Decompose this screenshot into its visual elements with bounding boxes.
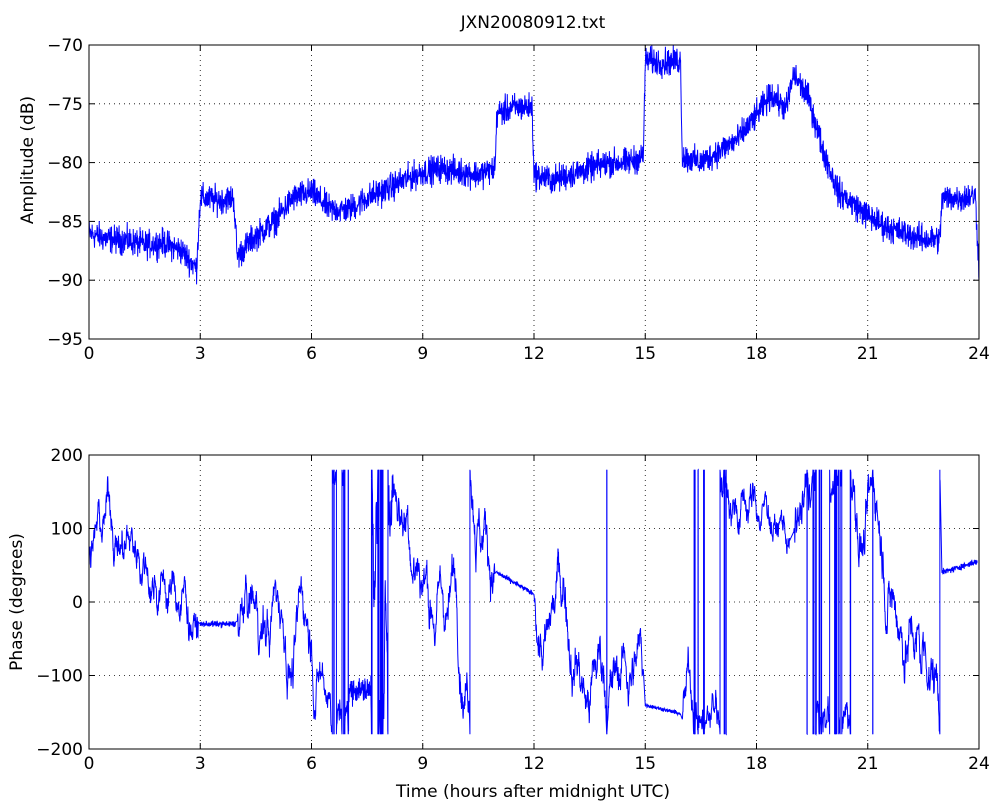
phase-xtick-label: 18 — [746, 754, 768, 774]
amplitude-series-line — [88, 44, 980, 285]
phase-xtick-label: 12 — [523, 754, 545, 774]
amplitude-xtick-label: 18 — [746, 344, 768, 364]
amplitude-ytick-label: −80 — [47, 154, 83, 174]
phase-xlabel: Time (hours after midnight UTC) — [395, 782, 670, 802]
phase-xtick-label: 3 — [195, 754, 206, 774]
phase-xtick-label: 9 — [417, 754, 428, 774]
phase-xtick-label: 24 — [968, 754, 990, 774]
amplitude-xtick-label: 9 — [417, 344, 428, 364]
phase-panel: Phase (degrees) Time (hours after midnig… — [7, 446, 990, 802]
amplitude-ytick-label: −85 — [47, 212, 83, 232]
amplitude-ticks: 0 3 6 9 12 15 18 21 24 −70 −75 −80 −85 −90 −95 — [47, 36, 990, 364]
amplitude-ytick-label: −70 — [47, 36, 83, 56]
amplitude-xtick-label: 3 — [195, 344, 206, 364]
phase-xtick-label: 6 — [306, 754, 317, 774]
phase-ytick-label: 200 — [51, 446, 83, 466]
amplitude-ytick-label: −90 — [47, 271, 83, 291]
amplitude-xtick-label: 24 — [968, 344, 990, 364]
amplitude-title: JXN20080912.txt — [460, 13, 606, 33]
phase-xtick-label: 15 — [634, 754, 656, 774]
phase-ytick-label: 100 — [51, 520, 83, 540]
phase-ytick-label: −200 — [36, 740, 83, 760]
amplitude-xtick-label: 15 — [634, 344, 656, 364]
phase-ylabel: Phase (degrees) — [7, 533, 27, 671]
phase-ticks: 0 3 6 9 12 15 18 21 24 200 100 0 −100 −200 — [36, 446, 990, 774]
amplitude-xtick-label: 6 — [306, 344, 317, 364]
phase-ytick-label: −100 — [36, 667, 83, 687]
amplitude-ylabel: Amplitude (dB) — [18, 96, 38, 224]
phase-series-line — [88, 468, 978, 736]
amplitude-xtick-label: 12 — [523, 344, 545, 364]
amplitude-xtick-label: 0 — [84, 344, 95, 364]
amplitude-panel: JXN20080912.txt Amplitude (dB) 0 3 6 9 12 15 1… — [18, 13, 990, 364]
phase-xtick-label: 0 — [84, 754, 95, 774]
amplitude-ytick-label: −95 — [47, 330, 83, 350]
amplitude-ytick-label: −75 — [47, 95, 83, 115]
phase-ytick-label: 0 — [72, 593, 83, 613]
phase-xtick-label: 21 — [857, 754, 879, 774]
amplitude-xtick-label: 21 — [857, 344, 879, 364]
